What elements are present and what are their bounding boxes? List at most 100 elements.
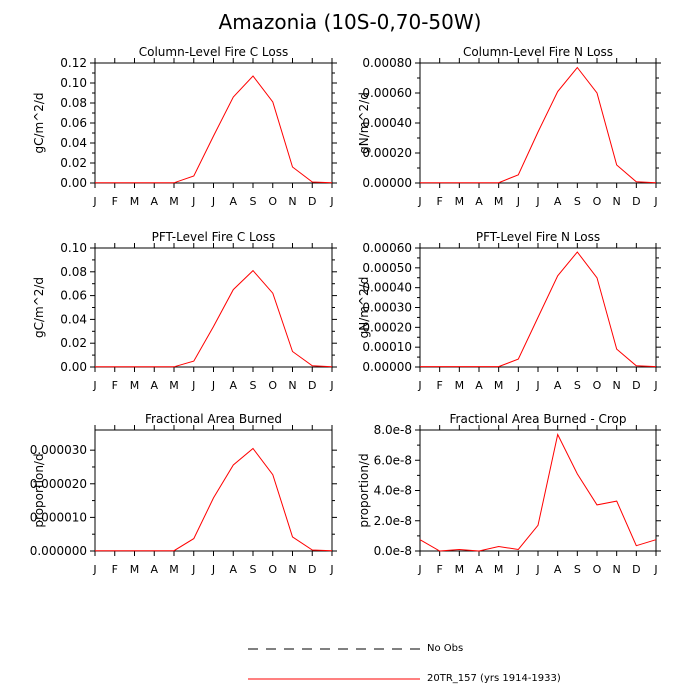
x-tick-label: M [169,195,179,208]
y-axis-label: gN/m^2/d [357,92,371,154]
x-tick-label: O [593,195,602,208]
x-tick-label: J [535,379,539,392]
x-tick-label: S [250,195,257,208]
chart-panel-1: Column-Level Fire C Loss gC/m^2/d 0.00 0.02… [32,45,337,208]
x-tick-label: J [516,195,520,208]
y-tick-label: 0.00010 [362,340,412,354]
y-tick-label: 0.00020 [362,146,412,160]
x-tick-label: M [130,379,140,392]
x-tick-label: F [112,563,118,576]
x-tick-label: O [593,563,602,576]
y-tick-label: 0.000030 [30,443,87,457]
x-tick-label: M [455,195,465,208]
x-tick-label: J [191,563,195,576]
y-tick-label: 0.02 [60,156,87,170]
x-tick-label: J [653,379,657,392]
x-tick-label: S [250,379,257,392]
series-line [95,75,333,184]
x-tick-label: O [268,195,277,208]
chart-panel-2: Column-Level Fire N Loss gN/m^2/d 0.00000 0… [357,45,661,208]
x-tick-label: J [92,563,96,576]
x-tick-label: J [92,379,96,392]
x-tick-label: O [593,379,602,392]
plot-frame [419,62,657,184]
x-tick-label: F [437,379,443,392]
series-line [420,66,657,184]
x-tick-label: M [130,195,140,208]
x-tick-label: J [516,563,520,576]
y-tick-label: 0.00060 [362,86,412,100]
series-line [420,251,657,368]
y-tick-label: 0.08 [60,265,87,279]
chart-panel-4: PFT-Level Fire N Loss gN/m^2/d 0.00000 0.00… [357,230,661,392]
x-tick-label: N [613,563,621,576]
x-tick-label: A [150,563,158,576]
y-tick-label: 0.000000 [30,544,87,558]
y-tick-label: 0.00050 [362,261,412,275]
y-tick-label: 0.04 [60,312,87,326]
y-tick-label: 0.10 [60,76,87,90]
x-tick-label: J [417,195,421,208]
x-tick-label: O [268,563,277,576]
panel-title: Column-Level Fire C Loss [139,45,289,59]
x-tick-label: J [329,195,333,208]
y-tick-label: 6.0e-8 [374,453,412,467]
x-tick-label: J [211,563,215,576]
x-tick-label: J [92,195,96,208]
y-tick-label: 0.00 [60,360,87,374]
y-tick-label: 0.000010 [30,510,87,524]
x-tick-label: S [574,195,581,208]
y-tick-label: 0.10 [60,241,87,255]
y-tick-label: 0.06 [60,289,87,303]
x-tick-label: S [574,379,581,392]
x-tick-label: D [632,379,640,392]
panel-title: PFT-Level Fire N Loss [476,230,600,244]
y-axis-label: proportion/d [357,453,371,527]
y-tick-label: 0.00040 [362,116,412,130]
series-line [95,447,333,552]
x-tick-label: J [516,379,520,392]
x-tick-label: M [455,379,465,392]
y-axis-label: gC/m^2/d [32,277,46,338]
x-tick-label: J [417,563,421,576]
x-tick-label: D [632,195,640,208]
figure-title: Amazonia (10S-0,70-50W) [218,10,482,34]
x-tick-label: D [308,195,316,208]
x-tick-label: A [475,563,483,576]
x-tick-label: D [308,379,316,392]
plot-frame [94,429,333,552]
x-tick-label: N [288,563,296,576]
x-tick-label: J [653,195,657,208]
series-line [419,433,657,552]
x-tick-label: N [613,379,621,392]
series-line [95,269,333,368]
x-tick-label: J [211,195,215,208]
x-tick-label: A [150,195,158,208]
y-tick-label: 0.08 [60,96,87,110]
x-tick-label: N [288,195,296,208]
x-tick-label: M [494,563,504,576]
x-tick-label: A [229,195,237,208]
y-tick-label: 0.06 [60,116,87,130]
x-tick-label: M [169,563,179,576]
panel-title: PFT-Level Fire C Loss [152,230,276,244]
y-tick-label: 0.00030 [362,301,412,315]
x-tick-label: A [554,195,562,208]
x-tick-label: J [653,563,657,576]
x-tick-label: A [554,563,562,576]
x-tick-label: J [535,195,539,208]
y-tick-label: 0.02 [60,336,87,350]
y-tick-label: 2.0e-8 [374,514,412,528]
x-tick-label: J [417,379,421,392]
x-tick-label: J [191,379,195,392]
y-tick-label: 0.00000 [362,176,412,190]
y-axis-label: proportion/d [32,453,46,527]
x-tick-label: J [535,563,539,576]
x-tick-label: M [130,563,140,576]
chart-panel-5: Fractional Area Burnedproportion/d0.0000… [30,412,337,576]
y-tick-label: 0.04 [60,136,87,150]
x-tick-label: F [437,563,443,576]
x-tick-label: A [229,379,237,392]
x-tick-label: D [632,563,640,576]
y-axis-label: gC/m^2/d [32,92,46,153]
